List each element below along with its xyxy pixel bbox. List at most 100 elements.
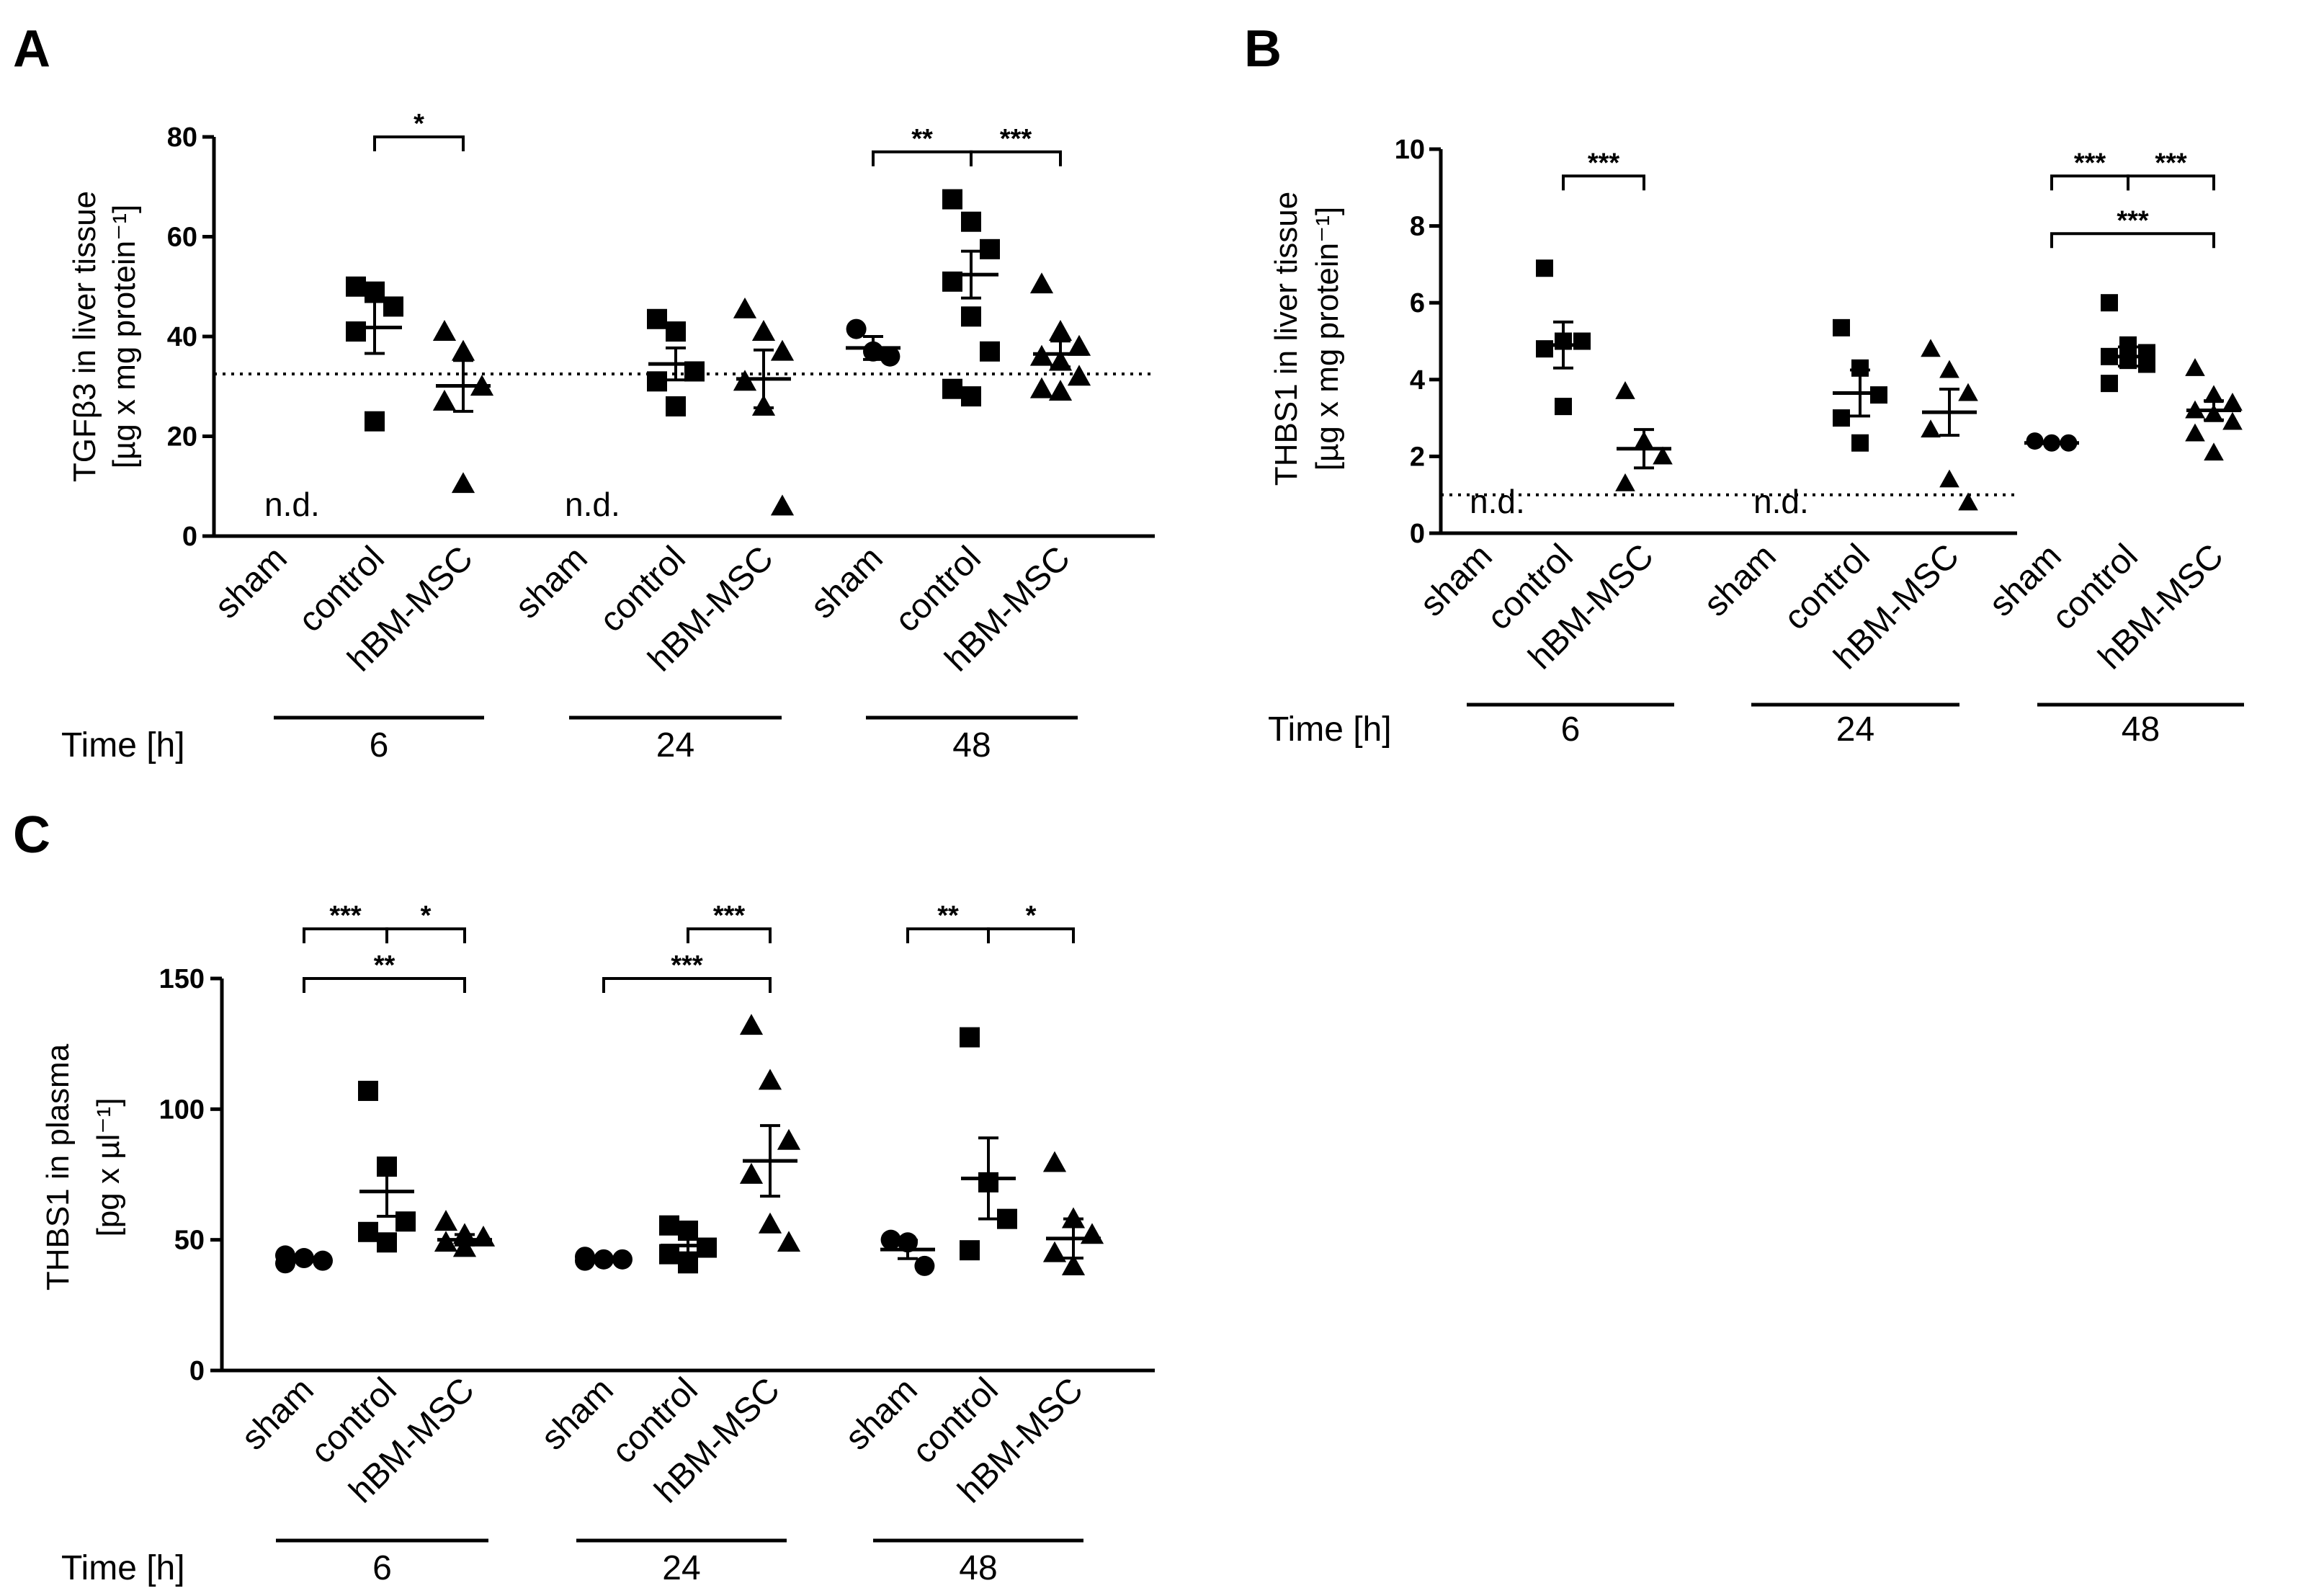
- y-tick-label: 2: [1410, 442, 1425, 472]
- data-point: [961, 306, 981, 327]
- significance-label: **: [911, 124, 933, 154]
- data-point: [758, 1069, 782, 1090]
- data-point: [1573, 332, 1591, 350]
- significance-label: ***: [1000, 124, 1032, 154]
- data-point: [346, 276, 366, 297]
- not-detected-label: n.d.: [1753, 483, 1809, 520]
- data-point: [960, 1027, 980, 1048]
- not-detected-label: n.d.: [264, 486, 320, 523]
- data-point: [961, 211, 981, 232]
- significance-bracket: [2050, 232, 2215, 249]
- data-point: [739, 1014, 764, 1035]
- data-point: [1958, 492, 1978, 511]
- data-point: [1921, 419, 1941, 438]
- time-group-label: 48: [952, 726, 991, 764]
- significance-label: ***: [2155, 148, 2187, 178]
- data-point: [751, 319, 776, 341]
- data-point: [383, 296, 403, 317]
- data-point: [2185, 358, 2205, 376]
- data-point: [980, 238, 1000, 259]
- y-tick-label: 0: [1410, 519, 1425, 549]
- data-point: [678, 1253, 698, 1274]
- panel-letter: B: [1244, 20, 1282, 78]
- significance-label: ***: [329, 901, 362, 931]
- time-group-label: 6: [1561, 710, 1581, 749]
- data-point: [880, 346, 900, 367]
- y-tick-label: 80: [167, 122, 197, 153]
- time-group-label: 24: [1836, 710, 1874, 749]
- data-point: [666, 396, 686, 416]
- data-point: [1939, 360, 1959, 378]
- data-point: [1615, 473, 1635, 491]
- data-point: [1042, 1241, 1067, 1262]
- data-point: [777, 1128, 801, 1150]
- data-point: [365, 281, 385, 302]
- panel-b: B THBS1 in liver tissue [µg x mg protein⁻¹…: [1244, 20, 2244, 749]
- data-point: [770, 494, 795, 516]
- y-tick-label: 60: [167, 223, 197, 253]
- y-tick-label: 50: [174, 1226, 205, 1256]
- y-axis-label: [µg x mg protein⁻¹]: [1310, 207, 1345, 471]
- not-detected-label: n.d.: [565, 486, 620, 523]
- category-label: sham: [1697, 537, 1783, 623]
- y-tick-label: 40: [167, 322, 197, 352]
- data-point: [275, 1253, 295, 1274]
- data-point: [997, 1208, 1017, 1229]
- data-point: [1653, 446, 1673, 465]
- time-group-label: 6: [372, 1549, 392, 1587]
- data-point: [1080, 1223, 1104, 1244]
- significance-bracket: [602, 977, 772, 993]
- time-group-label: 24: [662, 1549, 700, 1587]
- panel-a: A TGFβ3 in liver tissue [µg x mg protein⁻¹…: [13, 20, 1155, 764]
- y-axis-label: THBS1 in plasma: [40, 1043, 76, 1290]
- not-detected-label: n.d.: [1470, 483, 1525, 520]
- data-point: [2101, 375, 2118, 393]
- data-point: [2204, 385, 2224, 404]
- data-point: [365, 411, 385, 432]
- significance-bracket: [1562, 174, 1645, 191]
- data-point: [647, 371, 667, 392]
- significance-bracket: [373, 135, 465, 151]
- y-tick-label: 6: [1410, 288, 1425, 318]
- panel-letter: A: [13, 20, 50, 78]
- significance-label: *: [1026, 901, 1037, 931]
- y-tick-label: 100: [159, 1095, 205, 1125]
- y-tick-label: 0: [189, 1356, 205, 1386]
- data-point: [1921, 339, 1941, 357]
- data-point: [1536, 340, 1553, 358]
- data-point: [739, 1162, 764, 1184]
- data-point: [2185, 423, 2205, 442]
- data-point: [846, 318, 867, 339]
- data-point: [346, 321, 366, 342]
- category-label: sham: [803, 539, 890, 625]
- data-point: [451, 339, 475, 361]
- data-point: [1870, 386, 1887, 404]
- panel-letter: C: [13, 806, 50, 864]
- time-group-label: 48: [2122, 710, 2160, 749]
- data-point: [1615, 380, 1635, 399]
- data-point: [697, 1237, 717, 1258]
- data-point: [647, 308, 667, 329]
- data-point: [451, 472, 475, 494]
- time-axis-label: Time [h]: [1268, 710, 1392, 749]
- data-point: [659, 1215, 679, 1236]
- data-point: [777, 1231, 801, 1252]
- y-tick-label: 4: [1410, 365, 1425, 396]
- data-point: [432, 319, 457, 341]
- y-tick-label: 150: [159, 964, 205, 994]
- significance-label: **: [937, 901, 959, 931]
- significance-label: **: [374, 950, 395, 981]
- significance-bracket: [303, 977, 466, 993]
- y-tick-label: 10: [1395, 135, 1425, 165]
- data-point: [659, 1244, 679, 1265]
- data-point: [358, 1080, 378, 1101]
- category-label: sham: [508, 539, 594, 625]
- time-axis-label: Time [h]: [61, 726, 185, 764]
- y-tick-label: 20: [167, 422, 197, 453]
- data-point: [1048, 380, 1073, 401]
- time-group-label: 6: [370, 726, 389, 764]
- data-point: [1029, 377, 1054, 398]
